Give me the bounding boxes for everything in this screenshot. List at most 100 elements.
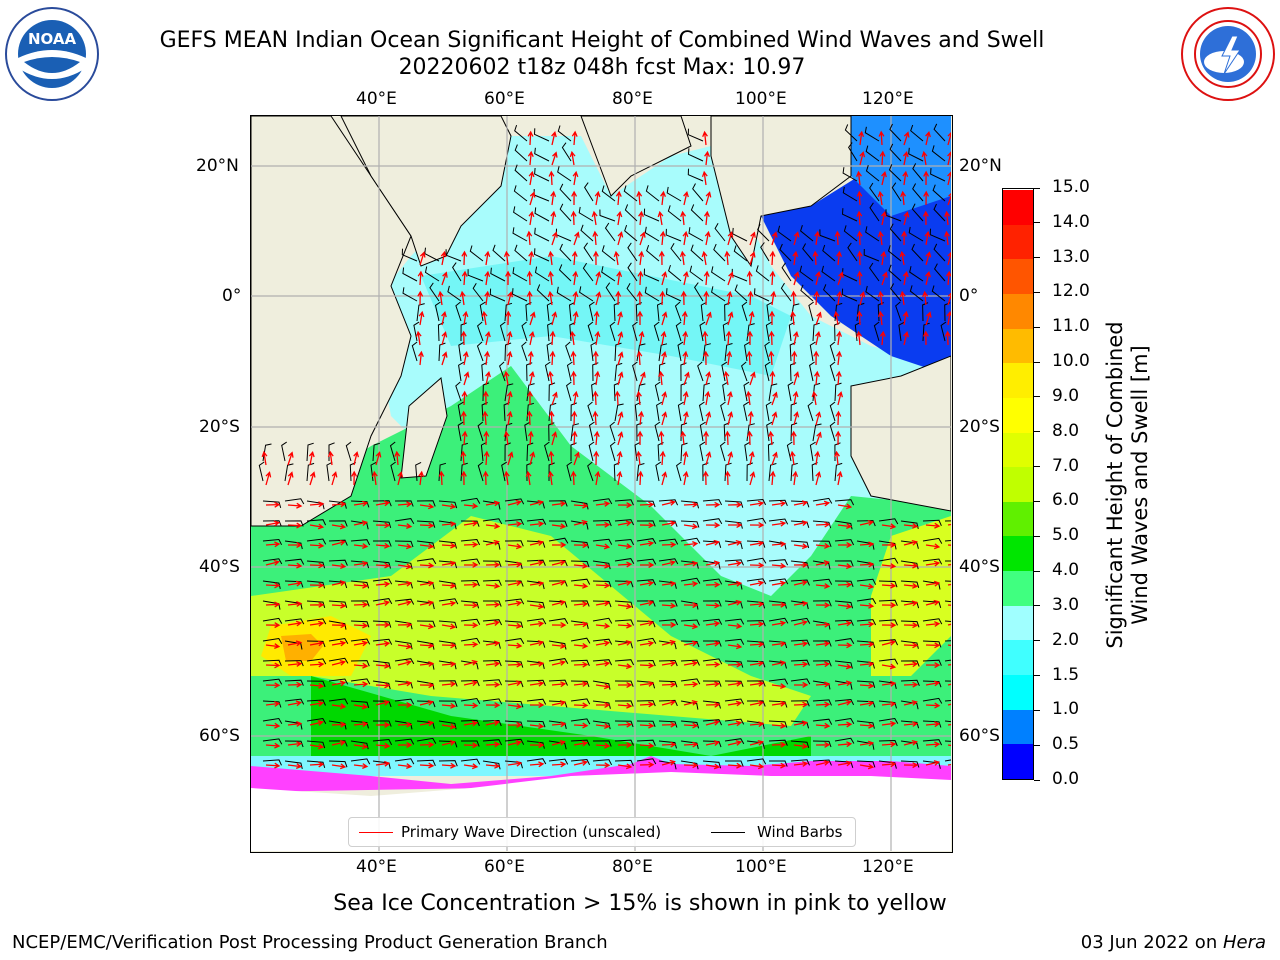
- wind-barb: [702, 700, 721, 709]
- wind-barb: [665, 288, 682, 302]
- wave-direction-arrow: [529, 640, 545, 646]
- wave-direction-arrow: [899, 250, 906, 266]
- wind-barb: [534, 266, 550, 282]
- wind-barb: [458, 361, 465, 382]
- wave-direction-arrow: [615, 290, 622, 306]
- wave-direction-arrow: [903, 700, 918, 706]
- wind-barb: [534, 207, 550, 222]
- wave-direction-arrow: [441, 560, 457, 567]
- wind-barb: [609, 321, 616, 342]
- wind-barb: [900, 520, 919, 530]
- wave-direction-arrow: [921, 150, 928, 166]
- wave-direction-arrow: [397, 599, 412, 606]
- wave-direction-arrow: [417, 270, 424, 286]
- wind-barb: [394, 758, 415, 765]
- wave-direction-arrow: [723, 370, 730, 386]
- wave-direction-arrow: [638, 330, 645, 346]
- wave-direction-arrow: [947, 644, 952, 647]
- wind-barb: [482, 760, 501, 770]
- wind-barb: [592, 759, 613, 766]
- wind-barb: [790, 617, 811, 624]
- wave-height-map: [251, 116, 952, 851]
- wave-direction-arrow: [683, 741, 699, 748]
- wave-direction-arrow: [859, 763, 875, 770]
- wind-barb: [345, 441, 352, 462]
- colorbar-tick-label: 14.0: [1052, 211, 1090, 232]
- wave-direction-arrow: [616, 470, 623, 486]
- wind-barb: [482, 579, 502, 586]
- wind-barb: [834, 462, 843, 482]
- wave-direction-arrow: [528, 210, 535, 226]
- wind-barb: [548, 640, 567, 650]
- wave-direction-arrow: [661, 621, 677, 628]
- wave-direction-arrow: [749, 540, 765, 547]
- wave-direction-arrow: [505, 270, 511, 286]
- wind-barb: [834, 660, 853, 669]
- wave-direction-arrow: [617, 622, 633, 629]
- wave-direction-arrow: [811, 390, 818, 406]
- wave-direction-arrow: [331, 501, 347, 508]
- wind-barb: [895, 301, 902, 322]
- wave-direction-arrow: [705, 539, 720, 546]
- wave-direction-arrow: [375, 621, 391, 628]
- wind-barb: [566, 461, 573, 482]
- wind-barb: [372, 578, 393, 585]
- wind-barb: [658, 520, 678, 527]
- wind-barb: [526, 740, 545, 749]
- wind-barb: [834, 580, 854, 587]
- wind-barb: [644, 226, 660, 242]
- wind-barb: [588, 301, 595, 322]
- wind-barb: [262, 500, 282, 509]
- wave-direction-arrow: [265, 662, 281, 669]
- wave-direction-arrow: [661, 471, 668, 486]
- wave-direction-arrow: [947, 723, 952, 726]
- wave-direction-arrow: [441, 623, 457, 630]
- wind-barb: [658, 538, 679, 545]
- wind-barb: [372, 560, 391, 569]
- wind-barb: [802, 243, 814, 262]
- wave-direction-arrow: [397, 659, 412, 666]
- wind-barb: [438, 598, 459, 605]
- wind-barb: [411, 341, 418, 362]
- wind-barb: [514, 144, 528, 162]
- wave-direction-arrow: [661, 271, 668, 286]
- wind-barb: [790, 579, 810, 586]
- wind-barb: [702, 518, 723, 525]
- wind-barb: [458, 341, 465, 362]
- wind-barb: [514, 124, 528, 142]
- wave-direction-arrow: [661, 411, 668, 426]
- wave-direction-arrow: [793, 640, 809, 647]
- wave-direction-arrow: [460, 410, 467, 426]
- legend-barb-label: Wind Barbs: [757, 823, 843, 841]
- wind-barb: [922, 519, 942, 526]
- wave-direction-arrow: [813, 350, 820, 366]
- wind-barb: [350, 758, 371, 765]
- nws-logo-icon: [1180, 6, 1276, 102]
- wind-barb: [561, 142, 572, 162]
- wind-barb: [583, 182, 594, 202]
- wave-direction-arrow: [441, 310, 447, 326]
- wave-direction-arrow: [815, 583, 831, 589]
- wind-barb: [680, 659, 700, 666]
- wave-direction-arrow: [793, 760, 809, 767]
- wave-direction-arrow: [595, 562, 611, 569]
- wind-barb: [262, 520, 282, 527]
- wind-barb: [514, 244, 528, 262]
- wind-barb: [526, 720, 546, 728]
- wave-direction-arrow: [793, 743, 809, 750]
- wind-barb: [702, 719, 723, 726]
- wind-barb: [415, 461, 422, 482]
- wave-direction-arrow: [485, 330, 491, 346]
- wave-direction-arrow: [859, 291, 866, 306]
- wave-direction-arrow: [881, 680, 897, 687]
- wave-direction-arrow: [903, 582, 919, 589]
- wind-barb: [513, 206, 528, 222]
- wind-barb: [812, 382, 821, 402]
- x-tick-bottom-100e: 100°E: [735, 857, 787, 877]
- wind-barb: [587, 321, 594, 342]
- wave-direction-arrow: [727, 661, 743, 668]
- wind-barb: [460, 497, 481, 504]
- wind-barb: [878, 540, 897, 550]
- wave-direction-arrow: [529, 761, 545, 768]
- wind-barb: [944, 680, 952, 682]
